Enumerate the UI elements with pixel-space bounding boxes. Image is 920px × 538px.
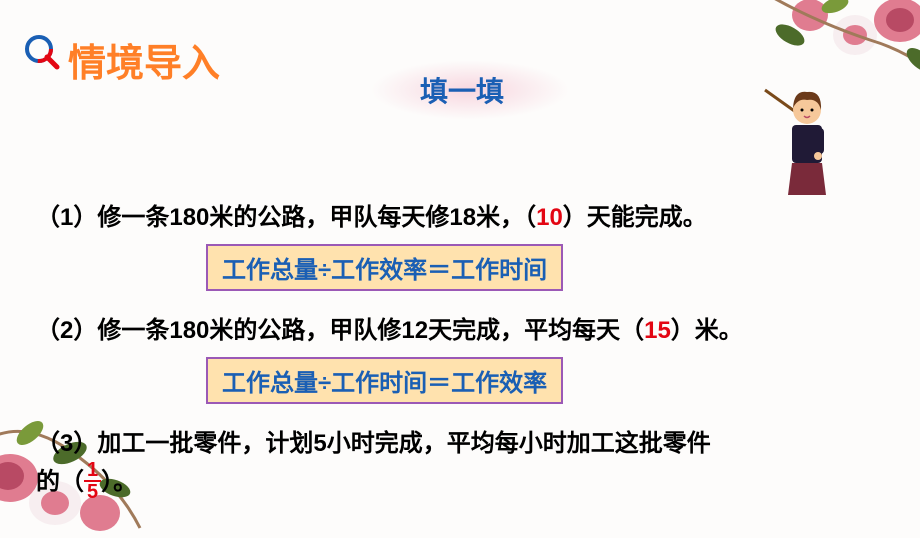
q2-post: ）米。 xyxy=(671,317,743,344)
q1-post: ）天能完成。 xyxy=(563,204,707,231)
page-title: 情境导入 xyxy=(68,32,220,87)
question-3-line2: 的（15）。 xyxy=(36,462,884,504)
q1-answer: 10 xyxy=(536,204,563,231)
content-area: （1）修一条180米的公路，甲队每天修18米，（10）天能完成。 工作总量÷工作… xyxy=(36,200,884,504)
q3-line2-pre: 的（ xyxy=(36,468,84,495)
fraction-denominator: 5 xyxy=(84,482,101,502)
formula-box-2: 工作总量÷工作时间＝工作效率 xyxy=(206,357,563,404)
question-2: （2）修一条180米的公路，甲队修12天完成，平均每天（15）米。 xyxy=(36,313,884,349)
q3-line2-post: ）。 xyxy=(101,468,137,495)
formula-box-1: 工作总量÷工作效率＝工作时间 xyxy=(206,244,563,291)
q2-answer: 15 xyxy=(644,317,671,344)
teacher-figure xyxy=(760,70,850,200)
q2-pre: （2）修一条180米的公路，甲队修12天完成，平均每天（ xyxy=(36,317,644,344)
q1-pre: （1）修一条180米的公路，甲队每天修18米，（ xyxy=(36,204,536,231)
magnify-q-icon xyxy=(24,34,60,70)
subtitle: 填一填 xyxy=(420,70,504,110)
q3-fraction: 15 xyxy=(84,460,101,502)
fraction-numerator: 1 xyxy=(84,460,101,482)
question-3-line1: （3）加工一批零件，计划5小时完成，平均每小时加工这批零件 xyxy=(36,426,884,462)
question-1: （1）修一条180米的公路，甲队每天修18米，（10）天能完成。 xyxy=(36,200,884,236)
